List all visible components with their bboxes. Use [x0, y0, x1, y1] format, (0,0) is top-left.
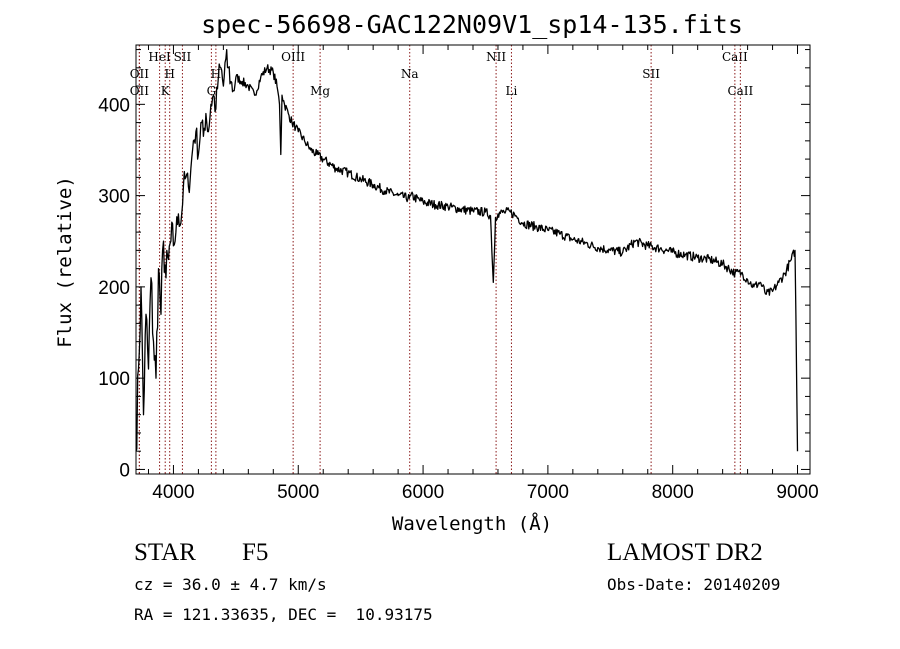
line-marker-label: Li: [506, 84, 518, 98]
y-axis-label: Flux (relative): [54, 176, 76, 348]
survey-name: LAMOST DR2: [607, 539, 763, 566]
line-marker-label: HeI: [148, 50, 171, 64]
coordinates-readout: RA = 121.33635, DEC = 10.93175: [134, 605, 433, 624]
x-tick-label: 9000: [776, 482, 818, 503]
line-marker-label: OII: [130, 84, 150, 98]
plot-frame: [135, 44, 811, 475]
line-marker-label: CaII: [727, 84, 753, 98]
line-marker-label: H: [211, 67, 221, 81]
x-tick-label: 8000: [652, 482, 694, 503]
line-marker-label: H: [164, 67, 174, 81]
observation-date: Obs-Date: 20140209: [607, 575, 780, 594]
chart-title: spec-56698-GAC122N09V1_sp14-135.fits: [201, 10, 743, 39]
object-class: STAR: [134, 539, 196, 566]
y-tick-label: 100: [98, 369, 130, 390]
x-tick-label: 6000: [402, 482, 444, 503]
x-tick-label: 4000: [152, 482, 194, 503]
line-marker-label: Mg: [310, 84, 330, 98]
x-axis-label: Wavelength (Å): [392, 512, 552, 535]
y-tick-label: 300: [98, 187, 130, 208]
line-marker-label: Na: [401, 67, 419, 81]
y-tick-label: 0: [119, 460, 130, 481]
y-tick-label: 200: [98, 278, 130, 299]
redshift-readout: cz = 36.0 ± 4.7 km/s: [134, 575, 327, 594]
line-marker-label: NII: [486, 50, 506, 64]
line-marker-label: G: [207, 84, 217, 98]
line-marker-label: SII: [642, 67, 660, 81]
line-marker-label: SII: [174, 50, 192, 64]
line-marker-label: K: [161, 84, 171, 98]
y-tick-label: 400: [98, 95, 130, 116]
object-subclass: F5: [242, 539, 268, 566]
x-tick-label: 5000: [277, 482, 319, 503]
x-tick-label: 7000: [527, 482, 569, 503]
line-marker-label: CaII: [722, 50, 748, 64]
x-axis: 4000 5000 6000 7000 8000 9000: [147, 45, 819, 503]
y-axis: 0 100 200 300 400: [98, 49, 810, 481]
spectrum-line: [135, 49, 799, 452]
line-marker-label: OIII: [281, 50, 305, 64]
